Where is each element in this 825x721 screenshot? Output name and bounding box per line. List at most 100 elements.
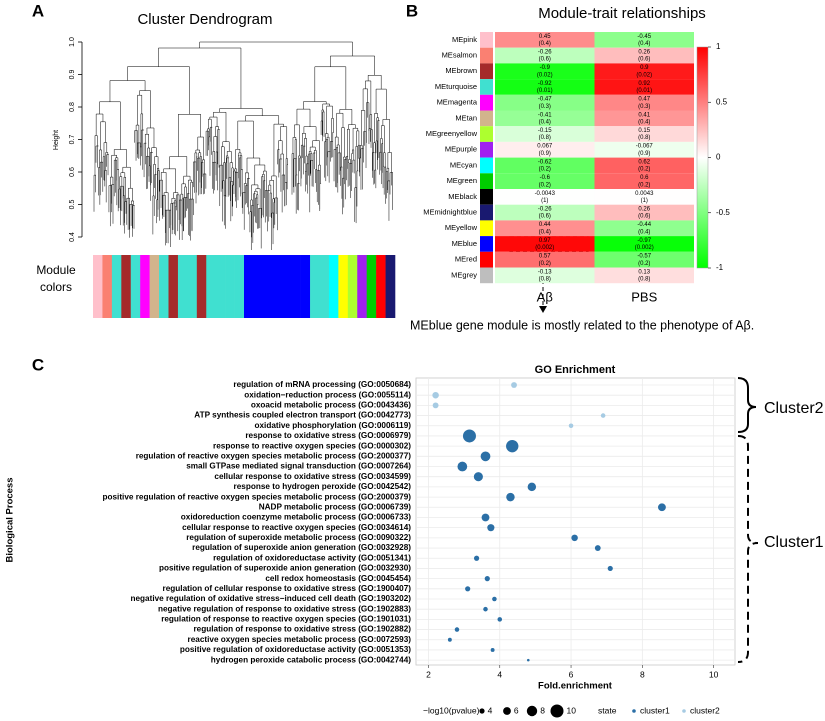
row-label: MEgrey: [451, 270, 477, 279]
module-color: [357, 255, 367, 318]
module-color: [272, 255, 283, 318]
row-color: [480, 204, 493, 221]
cell-value: -0.45: [637, 34, 651, 40]
cell-value: 0.45: [539, 34, 551, 40]
y-tick-label: regulation of superoxide anion generatio…: [192, 543, 411, 552]
legend-label: cluster2: [690, 705, 720, 715]
row-color: [480, 236, 493, 252]
module-color: [281, 255, 292, 318]
row-color: [480, 220, 493, 237]
row-label: MEblue: [452, 239, 477, 248]
legend-title: state: [598, 705, 617, 715]
bubble: [571, 534, 578, 542]
heatmap-cell: [594, 220, 694, 237]
cell-pvalue: (0.8): [638, 277, 650, 283]
x-axis-label: Fold.enrichment: [538, 681, 613, 692]
row-color: [480, 157, 493, 174]
cell-pvalue: (0.02): [636, 72, 652, 78]
colorbar-label: -0.5: [716, 208, 730, 217]
chart-title: Cluster Dendrogram: [137, 11, 272, 28]
heatmap-cell: [495, 141, 595, 158]
module-color: [177, 255, 188, 318]
cell-value: 0.47: [638, 97, 650, 103]
bubble: [594, 545, 601, 551]
annotation: Cluster1: [764, 534, 824, 551]
heatmap-cell: [495, 204, 595, 221]
chart-title: Module-trait relationships: [538, 5, 706, 22]
row-label: MEblack: [448, 192, 477, 201]
y-tick-label: NADP metabolic process (GO:0006739): [259, 502, 412, 511]
cell-pvalue: (0.2): [638, 182, 650, 188]
row-label: MEgreen: [447, 176, 477, 185]
colorbar-label: -1: [716, 263, 724, 272]
cell-pvalue: (0.002): [535, 245, 554, 251]
y-tick-label: 0.6: [69, 167, 76, 177]
y-tick-label: 0.7: [69, 135, 76, 145]
heatmap-cell: [594, 47, 694, 64]
heatmap-cell: [495, 79, 595, 95]
row-color: [480, 63, 493, 80]
cell-pvalue: (0.4): [638, 41, 650, 47]
row-label: MEcyan: [450, 160, 477, 169]
y-tick-label: response to oxidative stress (GO:0006979…: [245, 431, 411, 440]
bubble: [527, 482, 537, 492]
module-label: Module colors: [36, 263, 76, 294]
cell-value: 0.92: [638, 81, 650, 87]
cell-value: 0.97: [539, 238, 551, 244]
heatmap-cell: [594, 32, 694, 48]
cell-pvalue: (0.002): [635, 245, 654, 251]
colorbar: [696, 46, 709, 269]
cell-value: -0.26: [538, 50, 552, 56]
bubble: [506, 492, 515, 502]
y-tick-label: positive regulation of reactive oxygen s…: [102, 492, 411, 501]
module-color: [130, 255, 141, 318]
row-color: [480, 47, 493, 64]
row-color: [480, 110, 493, 127]
cell-pvalue: (0.4): [638, 120, 650, 126]
heatmap-cell: [594, 110, 694, 127]
heatmap-cell: [495, 47, 595, 64]
bubble: [454, 627, 460, 632]
y-tick-label: regulation of oxidoreductase activity (G…: [213, 553, 411, 562]
heatmap-cell: [594, 204, 694, 221]
row-color: [480, 94, 493, 111]
bubble: [658, 503, 666, 512]
annotation: MEblue gene module is mostly related to …: [410, 318, 754, 332]
cell-value: -0.13: [538, 269, 552, 275]
module-color: [111, 255, 122, 318]
cell-value: -0.47: [538, 97, 552, 103]
x-tick-label: 4: [497, 669, 502, 679]
cell-pvalue: (0.2): [539, 261, 551, 267]
bubble: [473, 472, 483, 482]
cell-pvalue: (0.9): [638, 151, 650, 157]
y-tick-label: positive regulation of oxidoreductase ac…: [180, 645, 411, 654]
heatmap-cell: [594, 141, 694, 158]
y-tick-label: cell redox homeostasis (GO:0045454): [265, 574, 411, 583]
module-color: [225, 255, 235, 318]
heatmap-cell: [594, 157, 694, 174]
legend-size: [526, 705, 538, 717]
bubble: [465, 586, 471, 592]
bubble: [481, 513, 490, 522]
heatmap-cell: [594, 267, 694, 284]
heatmap-cell: [594, 79, 694, 95]
cell-value: -0.26: [538, 207, 552, 213]
row-color: [480, 251, 493, 268]
row-color: [480, 173, 493, 189]
colorbar-label: 0: [716, 153, 721, 162]
legend-title: −log10(pvalue): [423, 705, 480, 715]
cell-pvalue: (0.4): [539, 41, 551, 47]
cell-pvalue: (0.01): [636, 88, 652, 94]
bubble: [462, 429, 476, 443]
row-label: MEmagenta: [437, 98, 478, 107]
cell-pvalue: (1): [541, 198, 548, 204]
cell-pvalue: (0.01): [537, 88, 553, 94]
cell-value: -0.6: [540, 175, 551, 181]
module-color: [121, 255, 132, 318]
cell-pvalue: (0.9): [539, 151, 551, 157]
y-tick-label: reactive oxygen species metabolic proces…: [188, 635, 412, 644]
bubble: [457, 461, 468, 472]
heatmap-cell: [495, 251, 595, 268]
dendrogram: [93, 41, 393, 250]
row-color: [480, 189, 493, 205]
